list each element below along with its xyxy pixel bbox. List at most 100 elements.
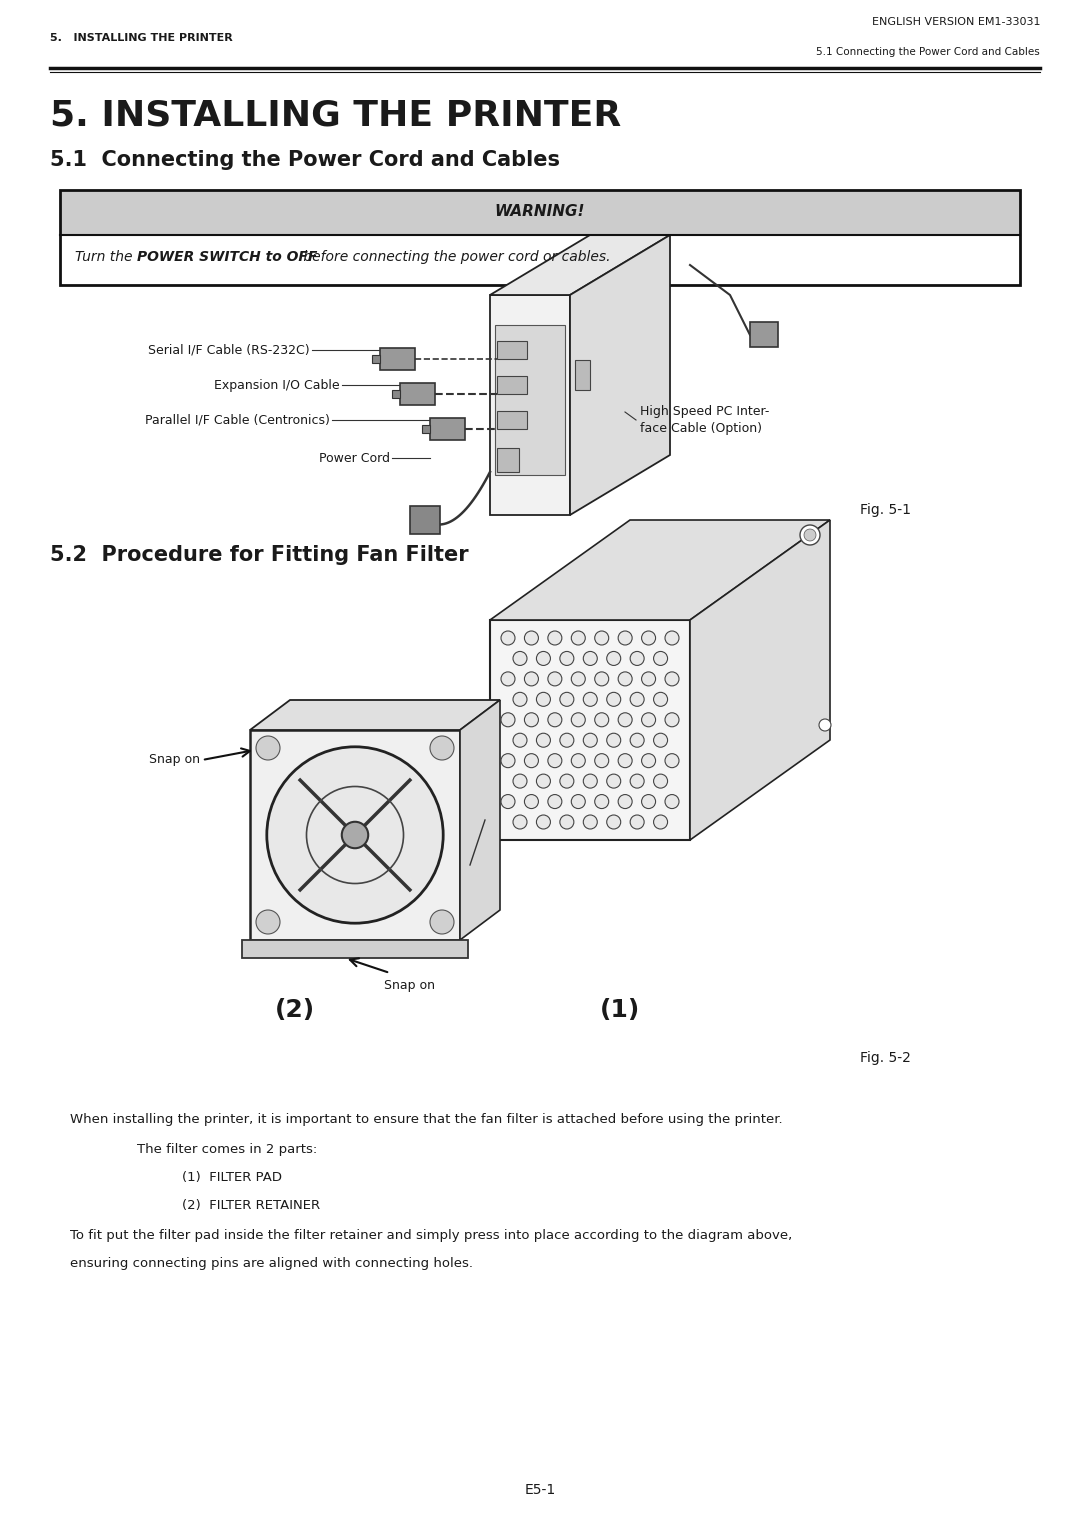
Circle shape [653, 651, 667, 665]
Text: High Speed PC Inter-
face Cable (Option): High Speed PC Inter- face Cable (Option) [640, 406, 769, 435]
Text: (2): (2) [275, 997, 315, 1022]
Bar [392, 390, 400, 398]
Bar [60, 191, 1020, 235]
Circle shape [642, 753, 656, 767]
Circle shape [430, 737, 454, 759]
Circle shape [819, 718, 831, 730]
Circle shape [256, 910, 280, 933]
Text: Power Cord: Power Cord [319, 451, 390, 465]
Circle shape [525, 795, 539, 808]
Circle shape [430, 910, 454, 933]
Bar [60, 239, 1020, 285]
Circle shape [607, 775, 621, 788]
Circle shape [630, 734, 644, 747]
Polygon shape [570, 235, 670, 515]
Circle shape [665, 631, 679, 645]
Polygon shape [249, 730, 460, 939]
Circle shape [341, 822, 368, 848]
Polygon shape [690, 520, 831, 840]
Text: Snap on: Snap on [149, 753, 200, 767]
Text: To fit put the filter pad inside the filter retainer and simply press into place: To fit put the filter pad inside the fil… [70, 1229, 793, 1241]
Circle shape [548, 795, 562, 808]
Text: Parallel I/F Cable (Centronics): Parallel I/F Cable (Centronics) [145, 413, 330, 427]
Circle shape [653, 814, 667, 830]
Circle shape [665, 673, 679, 686]
Circle shape [665, 795, 679, 808]
Circle shape [501, 712, 515, 727]
Circle shape [513, 814, 527, 830]
Circle shape [513, 734, 527, 747]
Circle shape [583, 734, 597, 747]
Text: E5-1: E5-1 [525, 1482, 555, 1498]
Circle shape [618, 795, 632, 808]
Circle shape [571, 712, 585, 727]
Text: 5.1 Connecting the Power Cord and Cables: 5.1 Connecting the Power Cord and Cables [816, 47, 1040, 56]
Circle shape [800, 525, 820, 544]
Circle shape [630, 651, 644, 665]
Circle shape [537, 692, 551, 706]
Bar [60, 191, 1020, 285]
Circle shape [618, 712, 632, 727]
Circle shape [256, 737, 280, 759]
Bar [242, 939, 468, 958]
Circle shape [559, 775, 573, 788]
Circle shape [583, 775, 597, 788]
Circle shape [618, 631, 632, 645]
Circle shape [804, 529, 816, 541]
Circle shape [537, 814, 551, 830]
Bar [750, 322, 778, 348]
Circle shape [559, 651, 573, 665]
Circle shape [525, 712, 539, 727]
Circle shape [571, 673, 585, 686]
Circle shape [548, 673, 562, 686]
Circle shape [607, 814, 621, 830]
Circle shape [559, 692, 573, 706]
Bar [430, 418, 465, 441]
Circle shape [595, 712, 609, 727]
Circle shape [653, 692, 667, 706]
Circle shape [642, 712, 656, 727]
Circle shape [501, 795, 515, 808]
Polygon shape [490, 520, 831, 621]
Bar [400, 383, 435, 406]
Text: When installing the printer, it is important to ensure that the fan filter is at: When installing the printer, it is impor… [70, 1113, 783, 1127]
Circle shape [653, 734, 667, 747]
Text: Snap on: Snap on [384, 979, 435, 991]
Bar [495, 325, 565, 474]
Circle shape [665, 753, 679, 767]
Circle shape [525, 631, 539, 645]
Circle shape [607, 651, 621, 665]
Bar [497, 377, 527, 393]
Polygon shape [490, 621, 690, 840]
Bar [497, 448, 519, 473]
Text: Expansion I/O Cable: Expansion I/O Cable [214, 378, 340, 392]
Circle shape [618, 753, 632, 767]
Polygon shape [490, 235, 670, 294]
Text: Turn the: Turn the [75, 250, 137, 264]
Text: before connecting the power cord or cables.: before connecting the power cord or cabl… [299, 250, 610, 264]
Text: WARNING!: WARNING! [495, 204, 585, 220]
Circle shape [513, 651, 527, 665]
Text: (1): (1) [599, 997, 640, 1022]
Text: Fig. 5-1: Fig. 5-1 [860, 503, 912, 517]
Circle shape [595, 631, 609, 645]
Bar [422, 425, 430, 433]
Text: Serial I/F Cable (RS-232C): Serial I/F Cable (RS-232C) [148, 343, 310, 357]
Circle shape [583, 692, 597, 706]
Text: ensuring connecting pins are aligned with connecting holes.: ensuring connecting pins are aligned wit… [70, 1257, 473, 1269]
Circle shape [583, 651, 597, 665]
Circle shape [501, 673, 515, 686]
Bar [575, 360, 590, 390]
Circle shape [571, 753, 585, 767]
Circle shape [653, 775, 667, 788]
Circle shape [525, 673, 539, 686]
Circle shape [630, 775, 644, 788]
Text: 5. INSTALLING THE PRINTER: 5. INSTALLING THE PRINTER [50, 98, 621, 133]
Circle shape [571, 631, 585, 645]
Circle shape [559, 734, 573, 747]
Bar [497, 412, 527, 429]
Circle shape [513, 692, 527, 706]
Text: 5.2  Procedure for Fitting Fan Filter: 5.2 Procedure for Fitting Fan Filter [50, 544, 469, 564]
Circle shape [559, 814, 573, 830]
Text: Fig. 5-2: Fig. 5-2 [860, 1051, 910, 1064]
